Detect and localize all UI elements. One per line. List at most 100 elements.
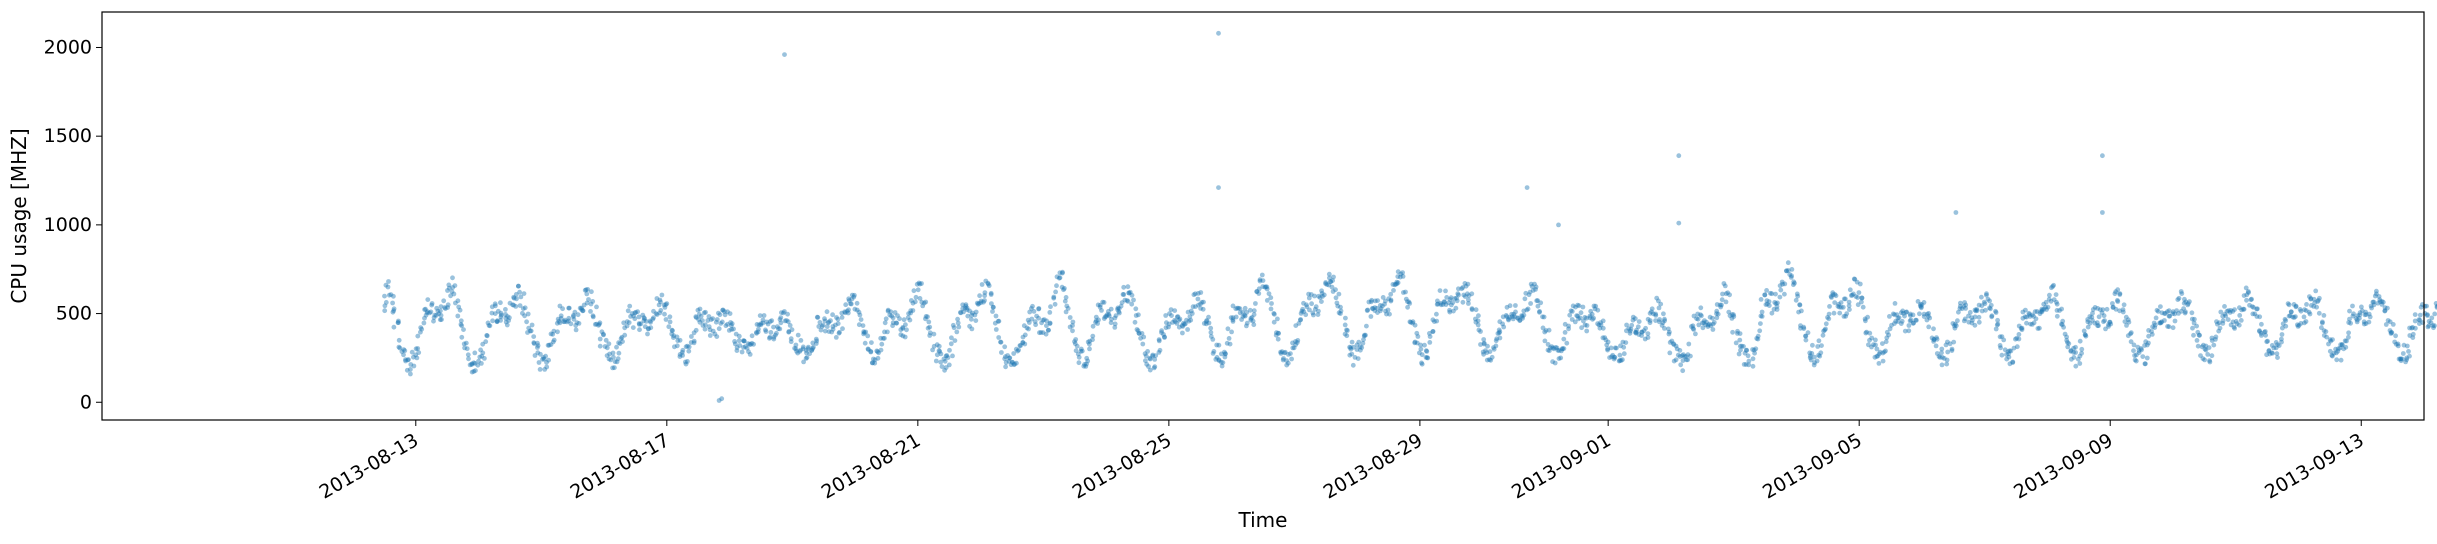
- data-point: [1846, 299, 1852, 305]
- data-point: [1117, 310, 1122, 316]
- data-point: [683, 359, 688, 365]
- data-point: [2257, 314, 2263, 320]
- data-point: [1906, 328, 1912, 334]
- data-point: [1660, 320, 1666, 326]
- data-point: [1084, 361, 1089, 367]
- data-point: [720, 307, 725, 313]
- data-point: [1449, 302, 1454, 308]
- data-point: [2170, 325, 2176, 331]
- data-point: [2417, 312, 2423, 318]
- data-point: [1230, 303, 1236, 309]
- data-point: [1737, 337, 1743, 343]
- data-point: [862, 340, 868, 346]
- data-point: [685, 343, 690, 349]
- data-point: [1584, 328, 1590, 334]
- data-point: [1284, 362, 1290, 368]
- data-point: [764, 319, 770, 325]
- data-point: [2092, 305, 2098, 310]
- data-point: [498, 312, 504, 318]
- data-point: [418, 325, 424, 330]
- data-point: [1584, 323, 1590, 328]
- data-point: [938, 359, 944, 365]
- data-point: [2125, 333, 2131, 339]
- data-point: [1988, 306, 1993, 312]
- data-point: [466, 356, 471, 362]
- data-point: [577, 305, 583, 311]
- data-point: [923, 314, 929, 319]
- data-point: [2326, 341, 2331, 347]
- data-point: [1789, 273, 1794, 279]
- data-point: [1307, 307, 1312, 313]
- data-point: [1073, 348, 1079, 354]
- data-point: [703, 309, 708, 315]
- data-point: [936, 343, 942, 349]
- data-point: [756, 322, 762, 328]
- data-point: [1354, 342, 1360, 348]
- data-point: [1589, 311, 1595, 317]
- data-point: [1057, 275, 1063, 281]
- data-point: [2140, 354, 2146, 359]
- data-point: [1671, 342, 1677, 347]
- data-point: [2323, 329, 2329, 334]
- data-point: [2215, 321, 2220, 327]
- x-tick-label: 2013-08-17: [567, 429, 674, 503]
- data-point: [1590, 316, 1595, 322]
- data-point: [1070, 323, 1075, 328]
- data-point: [443, 306, 448, 311]
- data-point: [624, 323, 630, 329]
- data-point: [900, 333, 906, 339]
- data-point: [1847, 287, 1853, 293]
- data-point: [1758, 313, 1764, 319]
- data-point: [1360, 340, 1366, 346]
- data-point: [1547, 348, 1552, 354]
- data-point: [1349, 351, 1355, 357]
- data-point: [2403, 359, 2409, 365]
- data-point: [2313, 288, 2319, 294]
- data-point: [786, 329, 792, 334]
- data-point: [2101, 313, 2107, 319]
- data-point: [696, 317, 701, 322]
- data-point: [1738, 347, 1743, 353]
- data-point: [973, 318, 979, 323]
- data-point: [2048, 298, 2054, 304]
- data-point: [459, 334, 465, 340]
- data-point: [1575, 313, 1581, 319]
- data-point: [1934, 336, 1940, 342]
- data-point: [1855, 295, 1861, 300]
- data-point: [1087, 341, 1092, 347]
- data-point: [767, 334, 773, 340]
- data-point: [1370, 306, 1376, 311]
- data-point: [839, 315, 845, 320]
- data-point: [747, 342, 753, 347]
- data-point: [2249, 304, 2255, 309]
- data-point: [513, 292, 519, 297]
- data-point: [1542, 329, 1548, 335]
- data-point: [1201, 299, 1206, 305]
- data-point: [1312, 306, 1318, 312]
- data-point: [1624, 322, 1629, 328]
- data-point: [2429, 315, 2435, 321]
- data-point: [1662, 318, 1667, 324]
- data-point: [592, 322, 598, 327]
- data-point: [1007, 355, 1012, 361]
- data-point: [1083, 364, 1089, 369]
- data-point: [1126, 290, 1132, 296]
- data-point: [1838, 300, 1844, 305]
- data-point: [446, 285, 452, 291]
- data-point: [1889, 322, 1894, 328]
- data-point: [571, 312, 576, 318]
- data-point: [848, 301, 853, 307]
- data-point: [529, 322, 535, 328]
- data-point: [1475, 322, 1481, 328]
- data-point: [648, 325, 654, 331]
- data-point: [737, 343, 743, 348]
- data-point: [414, 355, 420, 361]
- data-point: [401, 347, 407, 352]
- data-point: [1011, 362, 1017, 368]
- x-tick-label: 2013-08-13: [316, 429, 423, 503]
- data-point: [1248, 317, 1254, 323]
- data-point: [2333, 346, 2339, 352]
- data-point: [2069, 356, 2074, 362]
- data-point: [1554, 345, 1560, 351]
- data-point: [1591, 315, 1596, 321]
